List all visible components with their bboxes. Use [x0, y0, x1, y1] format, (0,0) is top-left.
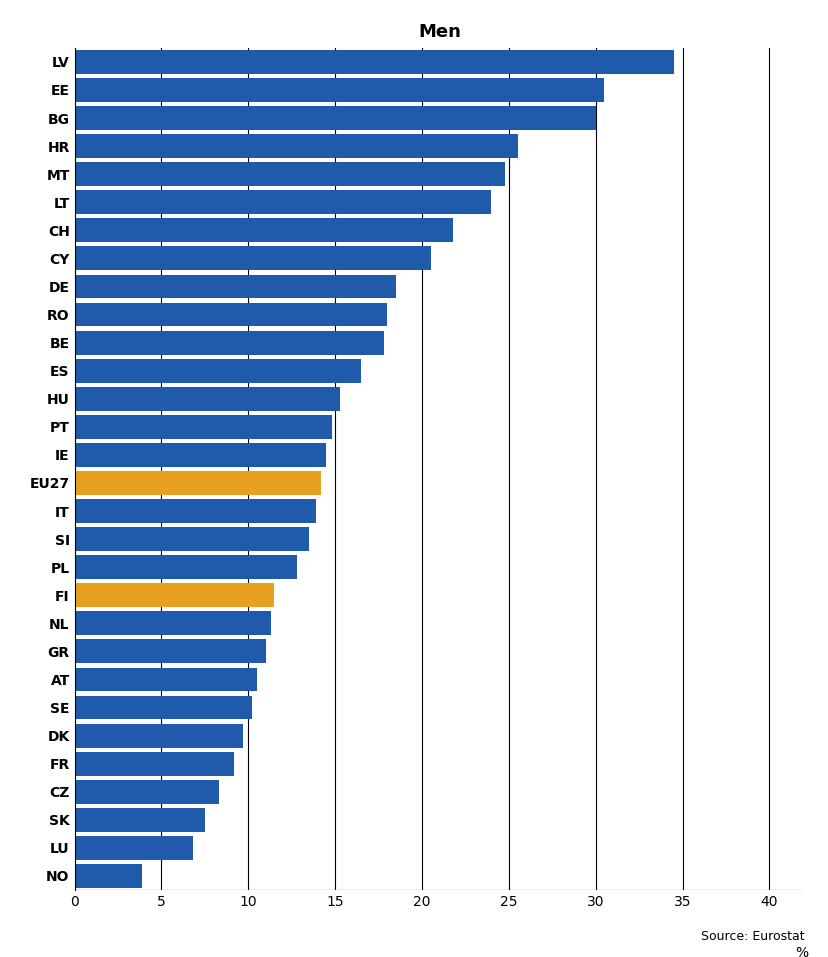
Bar [75, 864, 142, 888]
Bar [75, 106, 595, 130]
Bar [75, 134, 517, 158]
Bar [75, 359, 361, 383]
Bar [75, 555, 296, 579]
Bar [75, 471, 321, 495]
Bar [75, 723, 243, 747]
Bar [75, 163, 505, 186]
Bar [75, 500, 315, 523]
Bar [75, 78, 604, 101]
Bar [75, 387, 340, 411]
Bar [75, 668, 257, 691]
Bar [75, 527, 309, 551]
Bar [75, 443, 326, 467]
Bar [75, 752, 234, 775]
Bar [75, 808, 205, 832]
Bar [75, 696, 252, 720]
Text: %: % [795, 946, 807, 957]
Bar [75, 415, 331, 438]
Bar [75, 302, 387, 326]
Title: Men: Men [417, 23, 460, 41]
Bar [75, 612, 271, 635]
Bar [75, 331, 383, 354]
Bar [75, 190, 491, 214]
Bar [75, 780, 219, 804]
Bar [75, 836, 192, 859]
Bar [75, 247, 431, 270]
Bar [75, 218, 453, 242]
Bar [75, 639, 265, 663]
Bar [75, 50, 673, 74]
Text: Source: Eurostat: Source: Eurostat [700, 929, 803, 943]
Bar [75, 584, 274, 607]
Bar [75, 275, 396, 299]
